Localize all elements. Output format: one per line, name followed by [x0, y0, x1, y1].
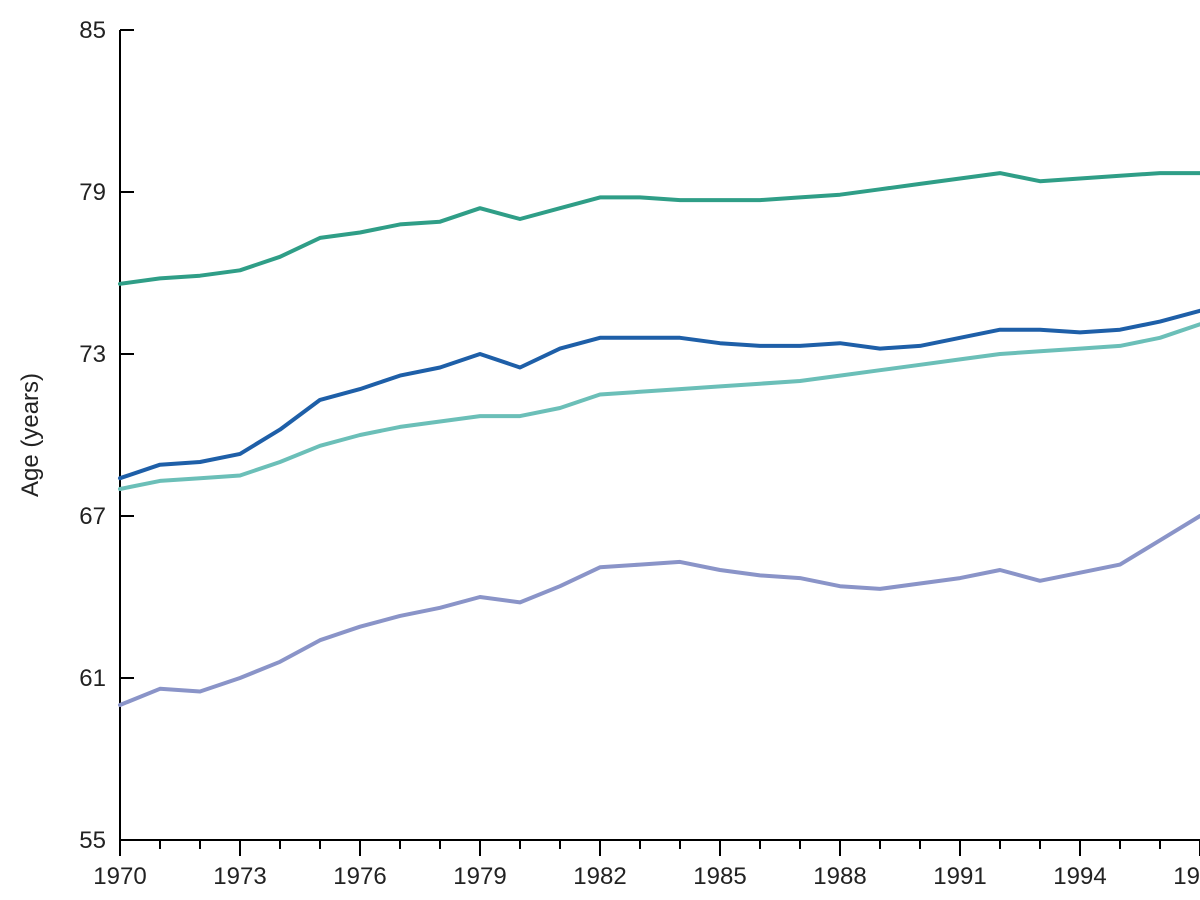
chart-background — [0, 0, 1200, 900]
x-tick-label: 1970 — [93, 863, 146, 890]
x-tick-label: 1994 — [1053, 863, 1106, 890]
x-tick-label: 1988 — [813, 863, 866, 890]
x-tick-label: 1985 — [693, 863, 746, 890]
x-tick-label: 1991 — [933, 863, 986, 890]
x-tick-label: 1979 — [453, 863, 506, 890]
y-tick-label: 61 — [79, 665, 106, 692]
x-tick-label: 1982 — [573, 863, 626, 890]
y-tick-label: 85 — [79, 17, 106, 44]
y-axis-title: Age (years) — [17, 373, 44, 497]
x-tick-label: 1973 — [213, 863, 266, 890]
y-tick-label: 55 — [79, 827, 106, 854]
y-tick-label: 79 — [79, 179, 106, 206]
y-tick-label: 73 — [79, 341, 106, 368]
chart-svg: 55 61 67 73 79 85 Age (years) 1970 1973 1976 1979 1… — [0, 0, 1200, 900]
line-chart: 55 61 67 73 79 85 Age (years) 1970 1973 1976 1979 1… — [0, 0, 1200, 900]
y-tick-label: 67 — [79, 503, 106, 530]
x-tick-label: 1997 — [1173, 863, 1200, 890]
x-tick-label: 1976 — [333, 863, 386, 890]
